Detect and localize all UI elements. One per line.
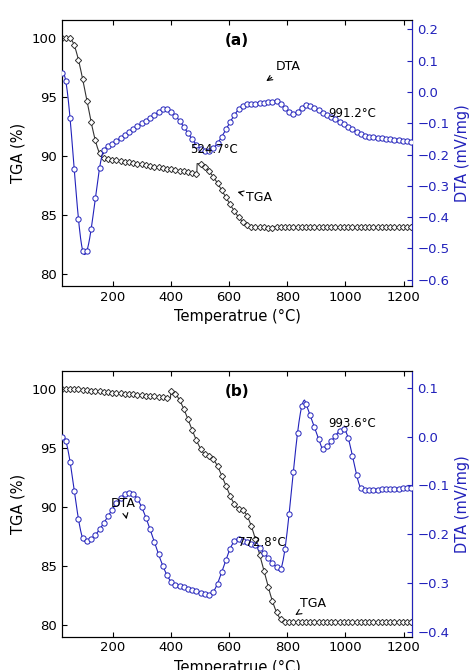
Y-axis label: TGA (%): TGA (%)	[11, 123, 26, 183]
Text: 993.6°C: 993.6°C	[328, 417, 376, 430]
Y-axis label: DTA (mV/mg): DTA (mV/mg)	[455, 104, 470, 202]
Text: (b): (b)	[225, 384, 249, 399]
X-axis label: Temperatrue (°C): Temperatrue (°C)	[173, 310, 301, 324]
Y-axis label: TGA (%): TGA (%)	[11, 474, 26, 534]
Y-axis label: DTA (mV/mg): DTA (mV/mg)	[455, 455, 470, 553]
Text: TGA: TGA	[239, 191, 273, 204]
X-axis label: Temperatrue (°C): Temperatrue (°C)	[173, 660, 301, 670]
Text: DTA: DTA	[111, 497, 136, 518]
Text: (a): (a)	[225, 34, 249, 48]
Text: TGA: TGA	[296, 597, 326, 614]
Text: 524.7°C: 524.7°C	[190, 143, 237, 156]
Text: 772.8°C: 772.8°C	[238, 536, 285, 549]
Text: DTA: DTA	[267, 60, 301, 80]
Text: 991.2°C: 991.2°C	[328, 107, 376, 120]
